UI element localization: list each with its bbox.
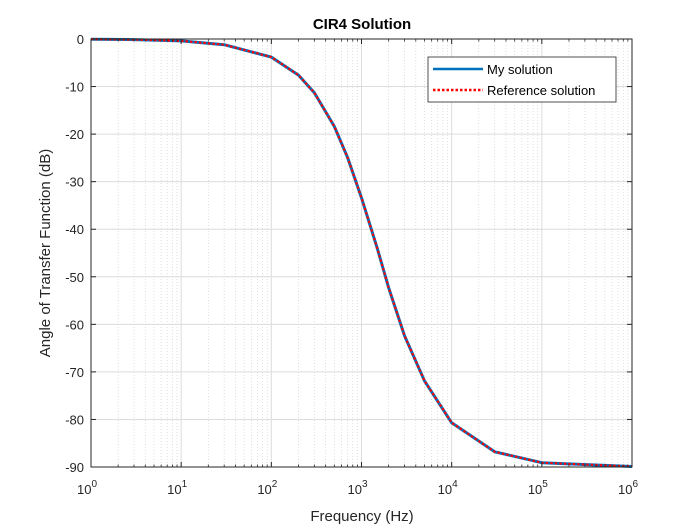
y-tick-label: -10: [65, 80, 84, 95]
legend: My solution Reference solution: [427, 56, 617, 103]
x-tick-label-exponent: 6: [632, 479, 638, 490]
x-tick-labels: 100 101 102 103 104 105 106: [77, 479, 638, 497]
x-tick-label-base: 10: [77, 482, 91, 497]
y-tick-labels: 0 -10 -20 -30 -40 -50 -60 -70 -80 -90: [65, 32, 84, 475]
y-tick-label: 0: [77, 32, 84, 47]
x-tick-label-base: 10: [257, 482, 271, 497]
y-tick-label: -20: [65, 127, 84, 142]
x-tick-label-base: 10: [528, 482, 542, 497]
y-tick-label: -90: [65, 460, 84, 475]
legend-label-my-solution: My solution: [487, 62, 553, 77]
x-tick-label-base: 10: [347, 482, 361, 497]
y-axis-label: Angle of Transfer Function (dB): [37, 149, 54, 357]
x-tick-label: 106: [618, 479, 638, 497]
y-tick-label: -60: [65, 317, 84, 332]
y-tick-label: -80: [65, 412, 84, 427]
x-tick-label: 102: [257, 479, 277, 497]
x-tick-label: 103: [347, 479, 367, 497]
x-tick-label-base: 10: [618, 482, 632, 497]
series-layer: [90, 37, 633, 469]
x-tick-label-exponent: 3: [362, 479, 368, 490]
chart-title: CIR4 Solution: [313, 16, 411, 33]
series-line-reference-solution: [90, 38, 633, 468]
y-tick-label: -40: [65, 222, 84, 237]
x-tick-label-base: 10: [438, 482, 452, 497]
y-tick-label: -50: [65, 270, 84, 285]
x-axis-label: Frequency (Hz): [310, 508, 413, 525]
y-tick-label: -70: [65, 365, 84, 380]
ticks: [90, 38, 633, 468]
x-tick-label-exponent: 5: [542, 479, 548, 490]
x-tick-label-exponent: 0: [91, 479, 97, 490]
x-tick-label: 105: [528, 479, 548, 497]
x-tick-label: 101: [167, 479, 187, 497]
x-tick-label: 104: [438, 479, 458, 497]
x-tick-label-exponent: 4: [452, 479, 458, 490]
legend-box: [427, 56, 617, 103]
x-tick-label: 100: [77, 479, 97, 497]
legend-label-reference-solution: Reference solution: [487, 83, 595, 98]
y-tick-label: -30: [65, 175, 84, 190]
x-tick-label-exponent: 2: [272, 479, 278, 490]
x-tick-label-base: 10: [167, 482, 181, 497]
x-tick-label-exponent: 1: [182, 479, 188, 490]
